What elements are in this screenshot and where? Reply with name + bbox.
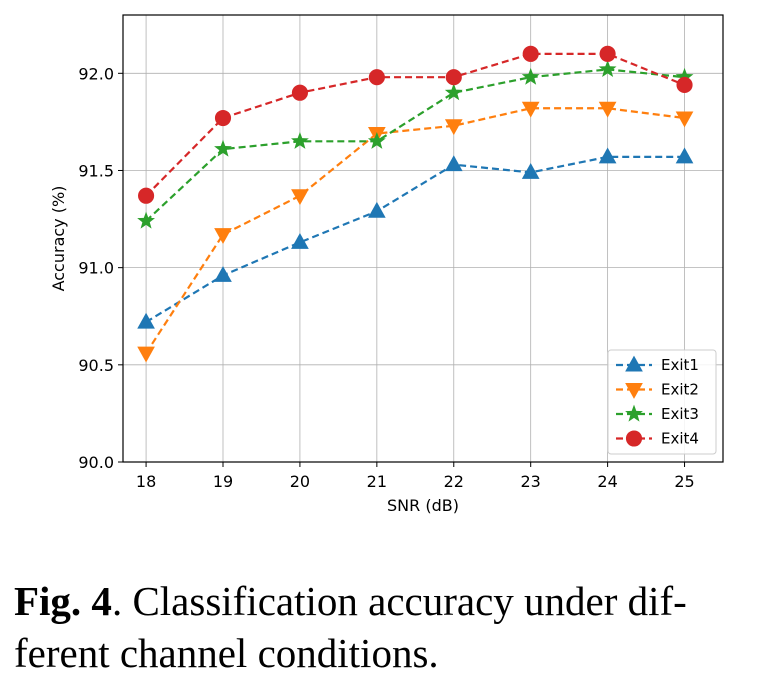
- data-point: [291, 131, 309, 149]
- data-point: [368, 69, 385, 86]
- series-line: [145, 155, 685, 324]
- legend: Exit1 Exit2 Exit3 Exit4: [607, 349, 717, 455]
- data-point: [214, 109, 232, 127]
- y-tick-label: 90.0: [78, 453, 114, 472]
- data-point: [598, 147, 617, 164]
- series-exit4: [138, 45, 693, 204]
- legend-label: Exit2: [661, 381, 699, 399]
- x-tick-label: 24: [597, 472, 617, 491]
- legend-label: Exit3: [661, 405, 699, 423]
- accuracy-line-chart: 18 19 20 21 22 23 24 25 90.0 90.5 91.0 91.5 92.0 SNR…: [49, 14, 724, 515]
- y-tick-label: 90.5: [78, 356, 114, 375]
- data-point: [675, 111, 694, 128]
- data-point: [367, 131, 386, 149]
- legend-box: [607, 349, 717, 455]
- data-point: [137, 312, 155, 329]
- x-tick-label: 21: [367, 472, 387, 491]
- y-tick-label: 91.5: [78, 161, 114, 180]
- data-point: [444, 83, 463, 101]
- data-point: [598, 101, 617, 118]
- data-point: [291, 189, 309, 206]
- data-point: [444, 155, 463, 172]
- series-line: [145, 68, 685, 222]
- caption-label: Fig. 4: [14, 578, 112, 624]
- legend-entry: Exit4: [616, 430, 699, 448]
- legend-marker: [625, 404, 643, 422]
- legend-marker: [625, 383, 643, 399]
- data-point: [522, 45, 539, 62]
- caption-text: . Classification accuracy under dif-fere…: [14, 578, 687, 676]
- data-point: [675, 147, 694, 164]
- data-point: [214, 228, 232, 244]
- x-tick-label: 19: [213, 472, 233, 491]
- data-point: [676, 76, 693, 94]
- data-point: [368, 201, 386, 218]
- figure-caption: Fig. 4. Classification accuracy under di…: [14, 575, 754, 679]
- data-point: [521, 101, 540, 118]
- series-line: [145, 52, 685, 197]
- series-exit1: [137, 147, 694, 329]
- x-tick-label: 23: [521, 472, 541, 491]
- data-point: [214, 266, 232, 282]
- data-point: [521, 163, 540, 179]
- legend-label: Exit4: [661, 430, 699, 448]
- data-point: [598, 60, 617, 77]
- data-point: [137, 211, 155, 229]
- series-group: [137, 45, 694, 363]
- data-point: [675, 67, 694, 85]
- x-tick-label: 25: [674, 472, 694, 491]
- legend-marker: [625, 430, 643, 447]
- y-axis-label: Accuracy (%): [49, 186, 68, 292]
- data-point: [521, 67, 540, 85]
- y-tick-label: 92.0: [78, 64, 114, 83]
- x-tick-label: 22: [444, 472, 464, 491]
- data-point: [291, 84, 308, 101]
- axis-ticks: 18 19 20 21 22 23 24 25 90.0 90.5 91.0 91.5 92.0: [78, 64, 694, 491]
- series-exit2: [137, 101, 694, 363]
- x-tick-label: 20: [290, 472, 310, 491]
- data-point: [445, 69, 462, 86]
- legend-marker: [625, 355, 643, 372]
- x-tick-label: 18: [136, 472, 156, 491]
- data-point: [137, 346, 155, 363]
- legend-entry: Exit1: [616, 355, 699, 374]
- data-point: [291, 233, 309, 249]
- legend-entry: Exit3: [616, 404, 699, 423]
- series-line: [145, 107, 685, 354]
- data-point: [214, 139, 232, 157]
- legend-entry: Exit2: [616, 381, 699, 399]
- series-exit3: [137, 60, 694, 229]
- data-point: [599, 45, 616, 62]
- y-tick-label: 91.0: [78, 259, 114, 278]
- plot-frame: [122, 14, 724, 463]
- legend-label: Exit1: [661, 356, 699, 374]
- data-point: [444, 119, 463, 136]
- data-point: [138, 187, 155, 204]
- x-axis-label: SNR (dB): [387, 496, 459, 515]
